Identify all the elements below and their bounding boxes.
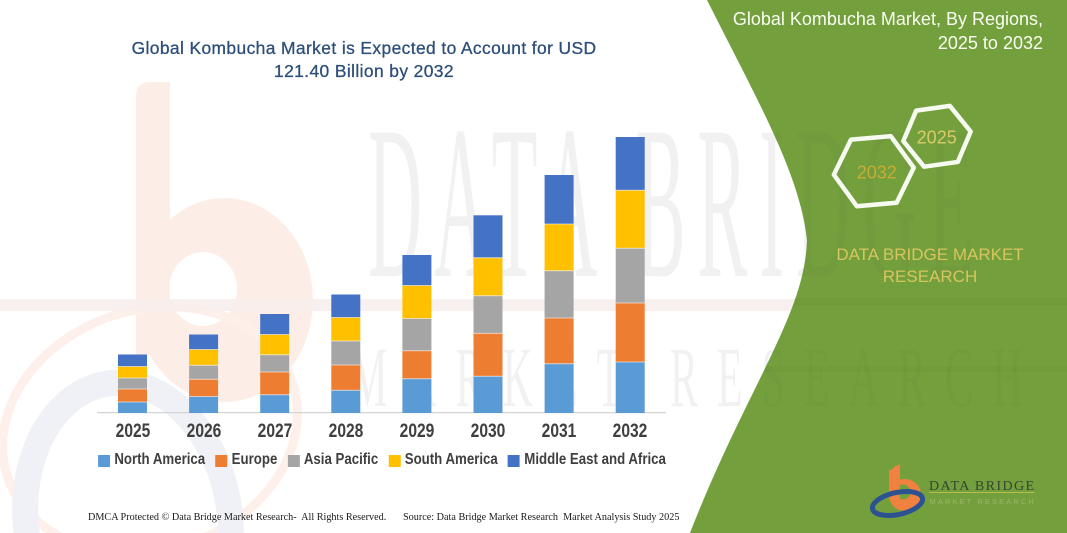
svg-text:2025: 2025: [917, 127, 957, 147]
svg-text:DATA BRIDGE: DATA BRIDGE: [929, 479, 1035, 494]
svg-text:MARKET RESEARCH: MARKET RESEARCH: [350, 330, 1041, 425]
svg-text:MARKET RESEARCH: MARKET RESEARCH: [930, 497, 1036, 506]
svg-text:2032: 2032: [857, 163, 897, 183]
